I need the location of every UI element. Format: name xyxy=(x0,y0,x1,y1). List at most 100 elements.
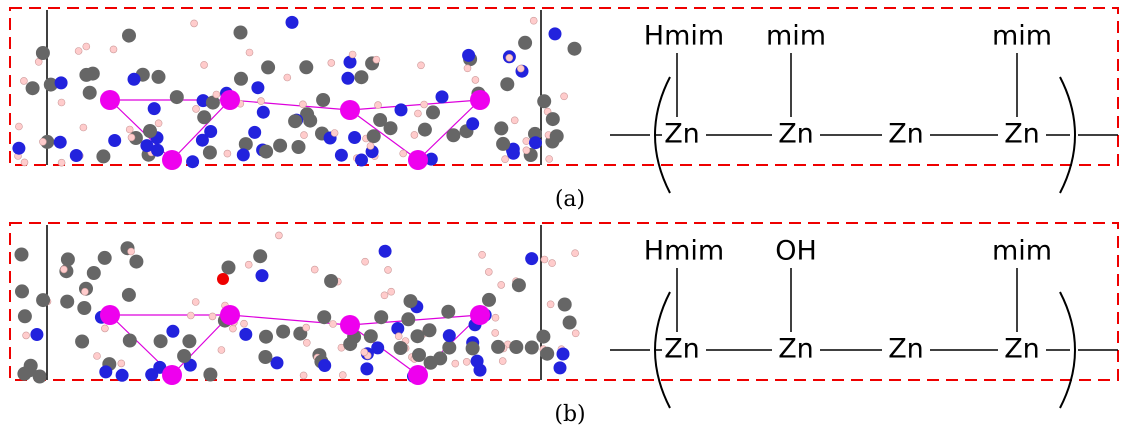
dashed-frame xyxy=(10,8,1118,165)
atom xyxy=(373,56,380,63)
atom xyxy=(94,353,101,360)
atom xyxy=(261,60,275,74)
atom xyxy=(401,312,415,326)
atom xyxy=(525,341,539,355)
atom xyxy=(258,350,272,364)
atom xyxy=(418,62,425,69)
atom xyxy=(284,74,291,81)
zn-atom xyxy=(470,305,490,325)
atom xyxy=(499,358,506,365)
atom xyxy=(15,248,29,262)
bond xyxy=(230,100,350,110)
atom xyxy=(79,68,93,82)
ligand-label: mim xyxy=(992,21,1052,52)
atom xyxy=(400,150,407,157)
atom xyxy=(411,131,418,138)
atom xyxy=(237,148,250,161)
atom xyxy=(145,368,158,381)
atom xyxy=(395,103,408,116)
atom xyxy=(404,294,418,308)
atom xyxy=(148,102,161,115)
atom xyxy=(271,356,284,369)
atom xyxy=(234,26,248,40)
bond xyxy=(350,100,480,110)
molecule-structure xyxy=(12,10,581,170)
atom xyxy=(414,110,421,117)
atom xyxy=(177,349,191,363)
atom xyxy=(558,298,572,312)
zn-atom xyxy=(408,150,428,170)
atom xyxy=(511,117,518,124)
atom xyxy=(394,341,408,355)
atom xyxy=(187,312,194,319)
atom xyxy=(485,268,492,275)
atom xyxy=(317,310,331,324)
atom xyxy=(15,123,22,130)
formula: ZnZnZnZnHmimmimmim xyxy=(610,21,1118,194)
atom xyxy=(385,266,392,273)
atom xyxy=(395,333,402,340)
atom xyxy=(204,125,217,138)
atom xyxy=(23,332,30,339)
atom xyxy=(80,124,87,131)
atom xyxy=(166,325,179,338)
metal-label: Zn xyxy=(664,334,700,365)
ligand-label: OH xyxy=(775,236,817,267)
atom xyxy=(256,269,269,282)
atom xyxy=(60,266,67,273)
atom xyxy=(361,349,368,356)
atom xyxy=(116,369,129,382)
atom xyxy=(442,341,456,355)
atom xyxy=(128,134,135,141)
atom xyxy=(492,314,499,321)
metal-label: Zn xyxy=(888,334,924,365)
zn-atom xyxy=(340,100,360,120)
atom xyxy=(498,281,505,288)
atom xyxy=(367,129,381,143)
atom xyxy=(170,90,184,104)
metal-label: Zn xyxy=(1004,119,1040,150)
atom xyxy=(518,36,532,50)
atom xyxy=(30,328,43,341)
atom xyxy=(273,139,287,153)
atom xyxy=(441,305,455,319)
atom xyxy=(328,59,335,66)
atom xyxy=(234,72,248,86)
atom xyxy=(303,114,317,128)
metal-label: Zn xyxy=(888,119,924,150)
atom xyxy=(286,16,299,29)
atom xyxy=(251,81,264,94)
atom xyxy=(258,98,265,105)
metal-label: Zn xyxy=(1004,334,1040,365)
atom xyxy=(96,149,110,163)
atom xyxy=(331,130,338,137)
atom xyxy=(123,334,137,348)
atom xyxy=(17,367,31,381)
atom xyxy=(479,251,486,258)
atom xyxy=(209,313,216,320)
ligand-label: mim xyxy=(992,236,1052,267)
atom xyxy=(466,117,479,130)
atom xyxy=(364,329,378,343)
atom xyxy=(126,126,133,133)
atom xyxy=(122,288,136,302)
atom xyxy=(324,274,338,288)
atom xyxy=(426,105,440,119)
atom xyxy=(186,155,199,168)
atom xyxy=(101,325,108,332)
atom xyxy=(58,159,65,166)
atom xyxy=(339,372,346,379)
atom xyxy=(355,154,368,167)
atom xyxy=(316,93,330,107)
atom xyxy=(491,340,505,354)
atom xyxy=(248,126,261,139)
atom xyxy=(154,334,168,348)
atom xyxy=(213,91,220,98)
metal-label: Zn xyxy=(778,119,814,150)
atom xyxy=(191,20,198,27)
zn-atom xyxy=(162,365,182,385)
atom xyxy=(360,362,373,375)
bond xyxy=(172,100,230,160)
figure: ZnZnZnZnHmimmimmim(a)ZnZnZnZnHmimOHmim(b… xyxy=(0,0,1128,430)
atom xyxy=(83,86,97,100)
